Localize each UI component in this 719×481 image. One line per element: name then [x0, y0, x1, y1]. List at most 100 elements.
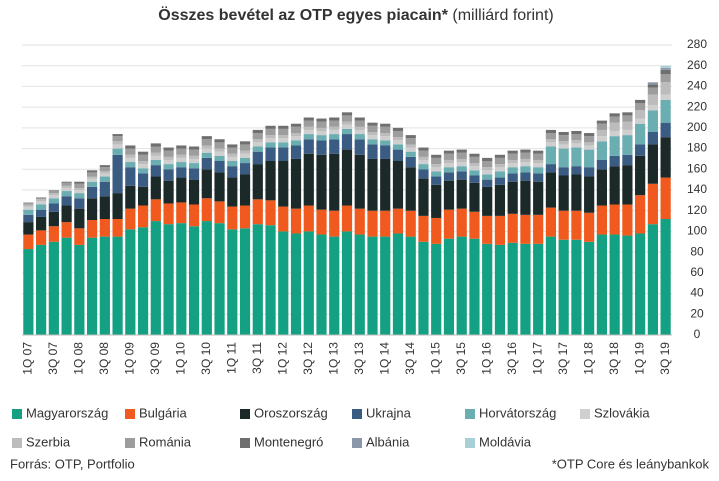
bar-segment [584, 149, 595, 168]
bar-segment [61, 185, 72, 188]
bar-segment [303, 231, 314, 335]
bar-segment [214, 142, 225, 149]
bar-segment [367, 158, 378, 211]
y-tick-label: 120 [687, 203, 707, 217]
bar-segment [545, 164, 557, 173]
bar-segment [507, 181, 518, 214]
bar-segment [660, 82, 671, 95]
bar-segment [354, 134, 365, 140]
bar-segment [341, 112, 353, 116]
bar-segment [239, 163, 251, 175]
bar-segment [469, 156, 480, 164]
bar-segment [622, 121, 633, 130]
bar-segment [443, 209, 455, 239]
bar-segment [660, 67, 671, 70]
bar-segment [87, 176, 98, 179]
bar-segment [137, 154, 149, 161]
bar-segment [647, 224, 658, 335]
bar-segment [380, 136, 391, 141]
bar-segment [99, 167, 110, 172]
bar-segment [23, 204, 34, 207]
x-tick-label: 3Q 16 [505, 342, 519, 375]
legend-swatch [240, 409, 250, 419]
bar-segment [405, 210, 416, 237]
bar-segment [188, 226, 200, 335]
bar-segment [545, 133, 557, 140]
bar-segment [354, 154, 365, 209]
bar-segment [74, 244, 85, 335]
bar-segment [635, 118, 646, 124]
bar-segment [609, 204, 620, 235]
bar-segment [341, 134, 353, 150]
bar-segment [584, 136, 595, 143]
bar-segment [74, 183, 85, 188]
bar-segment [482, 170, 493, 175]
bar-segment [520, 166, 531, 173]
bar-segment [74, 181, 85, 184]
bar-segment [635, 123, 646, 145]
bar-segment [647, 132, 658, 145]
bar-segment [443, 159, 455, 164]
bar-segment [558, 132, 569, 136]
bar-segment [558, 141, 569, 145]
bar-segment [23, 234, 34, 250]
bar-segment [329, 210, 340, 237]
bar-segment [316, 140, 327, 155]
bar-segment [61, 196, 72, 206]
bar-segment [647, 94, 658, 106]
bar-segment [252, 164, 263, 200]
bar-segment [112, 219, 123, 237]
bar-segment [469, 163, 480, 167]
bar-segment [201, 221, 212, 335]
bar-segment [558, 144, 569, 149]
x-tick-label: 3Q 15 [454, 342, 468, 375]
bar-segment [265, 142, 276, 148]
bar-segment [99, 219, 110, 237]
bar-segment [239, 153, 251, 158]
bar-segment [609, 166, 620, 205]
bar-segment [150, 146, 161, 153]
bar-segment [188, 204, 200, 227]
bar-segment [482, 157, 493, 161]
bar-segment [533, 159, 544, 164]
bar-segment [112, 144, 123, 149]
bar-segment [456, 171, 467, 180]
bar-segment [36, 209, 47, 217]
bar-segment [23, 202, 34, 205]
bar-segment [303, 117, 314, 121]
y-tick-label: 20 [690, 306, 704, 320]
bar-segment [36, 197, 47, 200]
bar-segment [494, 157, 506, 165]
bar-segment [150, 159, 161, 166]
bar-segment [265, 125, 276, 129]
bar-segment [647, 87, 658, 95]
bar-segment [635, 195, 646, 234]
bar-segment [188, 146, 200, 150]
bar-segment [622, 165, 633, 205]
legend-label: Ukrajna [366, 405, 412, 420]
bar-segment [596, 123, 607, 130]
x-tick-label: 1Q 16 [479, 342, 493, 375]
bar-segment [507, 159, 518, 164]
bar-segment [252, 142, 263, 147]
bar-segment [137, 186, 149, 206]
x-tick-label: 1Q 13 [326, 342, 340, 375]
bar-segment [137, 205, 149, 228]
bar-segment [456, 152, 467, 159]
bar-segment [163, 169, 174, 181]
bar-segment [507, 150, 518, 154]
bar-segment [354, 126, 365, 130]
bar-segment [609, 234, 620, 335]
bar-segment [74, 198, 85, 209]
bar-segment [584, 176, 595, 213]
bar-segment [23, 206, 34, 210]
bar-segment [227, 206, 238, 230]
bar-segment [482, 167, 493, 171]
bar-segment [558, 148, 569, 168]
bar-segment [227, 153, 238, 157]
bar-segment [380, 123, 391, 127]
bar-segment [660, 65, 671, 68]
bar-segment [647, 82, 658, 85]
bar-segment [405, 151, 416, 157]
bar-segment [303, 129, 314, 135]
